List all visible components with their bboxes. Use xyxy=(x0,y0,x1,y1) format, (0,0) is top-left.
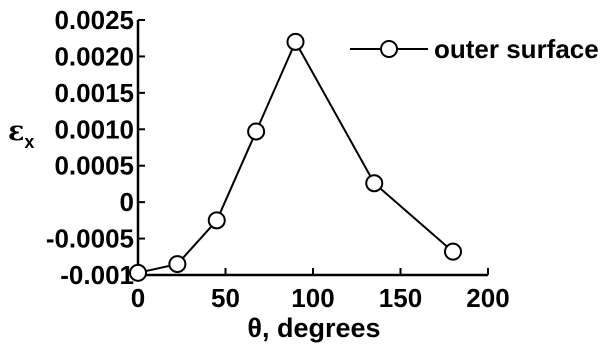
y-tick-labels: -0.001 -0.0005 0 0.0005 0.0010 0.0015 0.0020 0.… xyxy=(46,5,134,290)
y-tick-label: 0.0025 xyxy=(54,5,134,35)
x-axis: 0 50 100 150 200 xyxy=(131,268,510,313)
data-point xyxy=(365,174,384,193)
x-tick-label: 100 xyxy=(291,283,334,313)
series-layer xyxy=(129,32,462,282)
legend: outer surface xyxy=(350,34,599,64)
data-point xyxy=(247,122,266,141)
data-point xyxy=(129,263,147,282)
x-tick-labels: 0 50 100 150 200 xyxy=(131,283,510,313)
data-point xyxy=(168,255,187,274)
y-tick-label: 0.0020 xyxy=(54,41,134,71)
x-tick-label: 200 xyxy=(466,283,509,313)
legend-label: outer surface xyxy=(434,34,599,64)
y-axis-title: εx xyxy=(8,116,34,152)
data-point xyxy=(444,242,462,261)
y-tick-label: -0.0005 xyxy=(46,224,134,254)
y-tick-label: 0.0015 xyxy=(54,78,134,108)
y-tick-label: 0 xyxy=(120,187,134,217)
y-tick-label: -0.001 xyxy=(60,260,134,290)
y-tick-label: 0.0005 xyxy=(54,151,134,181)
y-axis: -0.001 -0.0005 0 0.0005 0.0010 0.0015 0.0020 0.… xyxy=(46,5,145,290)
y-axis-subscript: x xyxy=(24,132,34,152)
data-point xyxy=(286,32,305,51)
legend-marker xyxy=(380,40,398,58)
y-tick-label: 0.0010 xyxy=(54,114,134,144)
x-tick-label: 50 xyxy=(211,283,240,313)
x-axis-title: θ, degrees xyxy=(247,313,380,343)
series-line-0 xyxy=(137,39,454,274)
y-axis-symbol: ε xyxy=(8,116,24,147)
x-tick-label: 0 xyxy=(131,283,145,313)
x-tick-label: 150 xyxy=(379,283,422,313)
data-point xyxy=(207,211,226,230)
